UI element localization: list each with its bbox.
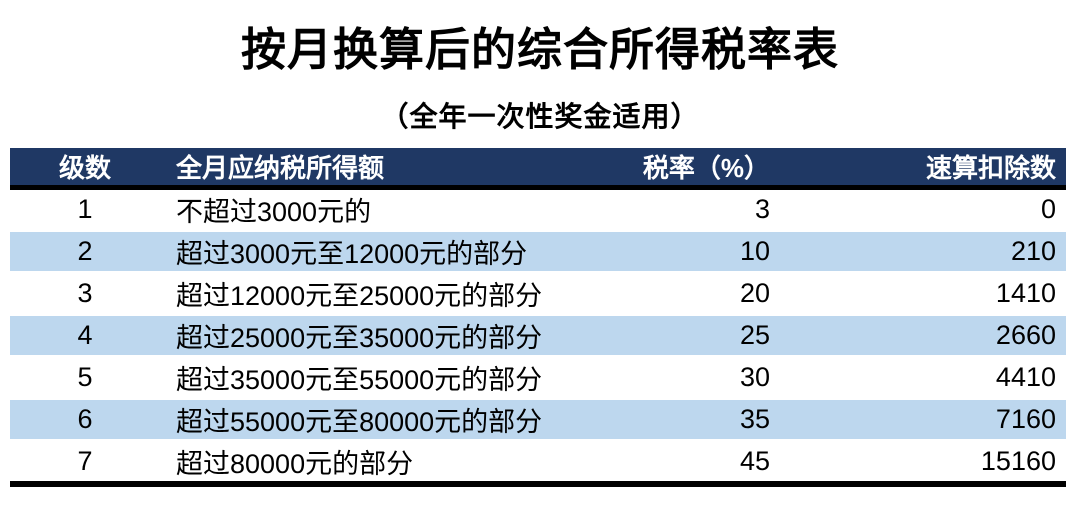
table-row: 3 超过12000元至25000元的部分 20 1410: [10, 274, 1066, 316]
table-row: 7 超过80000元的部分 45 15160: [10, 442, 1066, 487]
page-subtitle: （全年一次性奖金适用）: [380, 101, 700, 132]
table-row: 1 不超过3000元的 3 0: [10, 190, 1066, 232]
cell-income: 超过35000元至55000元的部分: [160, 358, 560, 400]
cell-rate: 20: [560, 274, 780, 316]
cell-income: 超过12000元至25000元的部分: [160, 274, 560, 316]
cell-rate: 10: [560, 232, 780, 274]
page-title: 按月换算后的综合所得税率表: [240, 24, 839, 75]
cell-income: 超过25000元至35000元的部分: [160, 316, 560, 358]
cell-level: 5: [10, 358, 160, 400]
table-row: 2 超过3000元至12000元的部分 10 210: [10, 232, 1066, 274]
cell-rate: 25: [560, 316, 780, 358]
table-header: 级数 全月应纳税所得额 税率（%） 速算扣除数: [10, 148, 1066, 190]
cell-deduction: 7160: [780, 400, 1066, 442]
tax-rate-table: 级数 全月应纳税所得额 税率（%） 速算扣除数 1 不超过3000元的 3 0 …: [10, 148, 1066, 487]
cell-deduction: 210: [780, 232, 1066, 274]
cell-level: 4: [10, 316, 160, 358]
header-deduction: 速算扣除数: [780, 148, 1066, 190]
table-row: 5 超过35000元至55000元的部分 30 4410: [10, 358, 1066, 400]
table-row: 6 超过55000元至80000元的部分 35 7160: [10, 400, 1066, 442]
cell-deduction: 15160: [780, 442, 1066, 487]
cell-income: 不超过3000元的: [160, 190, 560, 232]
table-row: 4 超过25000元至35000元的部分 25 2660: [10, 316, 1066, 358]
cell-rate: 45: [560, 442, 780, 487]
cell-income: 超过80000元的部分: [160, 442, 560, 487]
header-income: 全月应纳税所得额: [160, 148, 560, 190]
cell-rate: 30: [560, 358, 780, 400]
cell-level: 7: [10, 442, 160, 487]
cell-level: 2: [10, 232, 160, 274]
cell-deduction: 4410: [780, 358, 1066, 400]
cell-deduction: 1410: [780, 274, 1066, 316]
cell-rate: 35: [560, 400, 780, 442]
cell-income: 超过55000元至80000元的部分: [160, 400, 560, 442]
cell-rate: 3: [560, 190, 780, 232]
cell-level: 1: [10, 190, 160, 232]
cell-deduction: 2660: [780, 316, 1066, 358]
header-level: 级数: [10, 148, 160, 190]
header-row: 级数 全月应纳税所得额 税率（%） 速算扣除数: [10, 148, 1066, 190]
cell-level: 3: [10, 274, 160, 316]
table-body: 1 不超过3000元的 3 0 2 超过3000元至12000元的部分 10 2…: [10, 190, 1066, 487]
header-rate: 税率（%）: [560, 148, 780, 190]
cell-deduction: 0: [780, 190, 1066, 232]
cell-level: 6: [10, 400, 160, 442]
cell-income: 超过3000元至12000元的部分: [160, 232, 560, 274]
